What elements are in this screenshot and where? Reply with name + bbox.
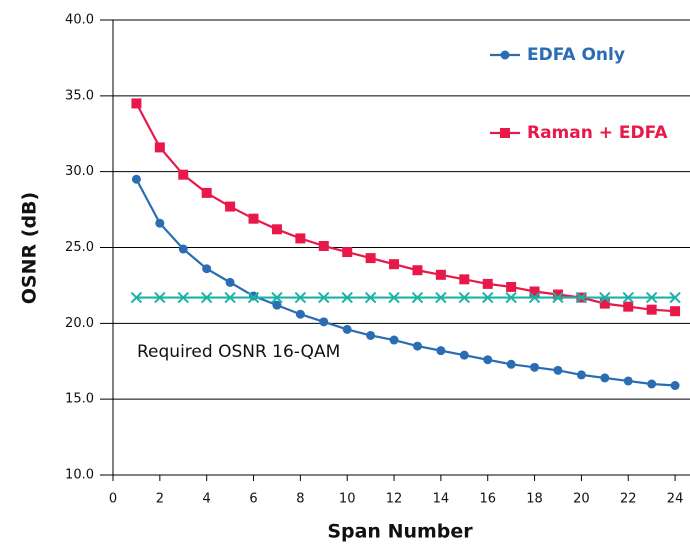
marker bbox=[482, 278, 493, 289]
marker bbox=[155, 218, 165, 228]
x-tick-label: 2 bbox=[156, 492, 164, 507]
marker bbox=[530, 362, 540, 372]
x-tick-label: 14 bbox=[433, 492, 450, 507]
marker bbox=[318, 240, 329, 251]
marker bbox=[482, 291, 494, 304]
marker bbox=[458, 291, 471, 304]
marker bbox=[272, 300, 282, 310]
marker bbox=[436, 346, 446, 356]
marker bbox=[505, 291, 517, 304]
marker bbox=[389, 259, 400, 270]
marker bbox=[528, 291, 541, 304]
marker bbox=[646, 304, 657, 315]
y-axis-title: OSNR (dB) bbox=[19, 192, 41, 304]
x-tick-label: 4 bbox=[203, 492, 211, 507]
marker bbox=[130, 291, 143, 304]
x-tick-label: 22 bbox=[620, 492, 637, 507]
marker bbox=[342, 247, 353, 258]
marker bbox=[622, 291, 634, 304]
marker bbox=[271, 291, 283, 304]
y-tick-label: 15.0 bbox=[65, 392, 94, 407]
marker bbox=[342, 324, 352, 334]
marker bbox=[178, 169, 189, 180]
marker bbox=[645, 291, 658, 304]
marker bbox=[200, 291, 213, 304]
x-tick-label: 16 bbox=[479, 492, 496, 507]
marker bbox=[623, 376, 633, 386]
marker bbox=[178, 244, 188, 254]
marker bbox=[412, 341, 422, 351]
marker bbox=[459, 274, 470, 285]
legend-label: Raman + EDFA bbox=[527, 123, 668, 143]
marker bbox=[389, 335, 399, 345]
marker bbox=[459, 350, 469, 360]
y-tick-label: 10.0 bbox=[65, 468, 94, 483]
marker bbox=[131, 98, 142, 109]
x-tick-label: 20 bbox=[573, 492, 590, 507]
marker bbox=[500, 50, 510, 60]
x-tick-label: 6 bbox=[249, 492, 257, 507]
marker bbox=[319, 317, 329, 327]
marker bbox=[435, 269, 446, 280]
marker bbox=[388, 291, 400, 304]
legend-label: EDFA Only bbox=[527, 45, 625, 65]
marker bbox=[247, 291, 260, 304]
marker bbox=[365, 253, 376, 264]
marker bbox=[669, 291, 681, 304]
marker bbox=[623, 301, 634, 312]
x-tick-label: 24 bbox=[667, 492, 684, 507]
marker bbox=[500, 128, 510, 138]
marker bbox=[248, 213, 259, 224]
marker bbox=[225, 277, 235, 287]
y-tick-label: 20.0 bbox=[65, 316, 94, 331]
marker bbox=[271, 224, 282, 235]
marker bbox=[294, 291, 307, 304]
marker bbox=[295, 309, 305, 319]
marker bbox=[670, 381, 680, 391]
marker bbox=[364, 291, 377, 304]
y-tick-label: 40.0 bbox=[65, 13, 94, 28]
x-tick-label: 12 bbox=[386, 492, 403, 507]
marker bbox=[295, 233, 306, 244]
marker bbox=[552, 291, 564, 304]
x-axis-title: Span Number bbox=[327, 521, 473, 543]
marker bbox=[318, 291, 330, 304]
marker bbox=[177, 291, 189, 304]
x-tick-label: 8 bbox=[296, 492, 304, 507]
marker bbox=[553, 365, 563, 375]
marker bbox=[201, 187, 212, 198]
marker bbox=[435, 291, 447, 304]
x-tick-label: 0 bbox=[109, 492, 117, 507]
marker bbox=[154, 142, 165, 153]
marker bbox=[202, 264, 212, 274]
marker bbox=[576, 370, 586, 380]
marker bbox=[366, 330, 376, 340]
marker bbox=[341, 291, 353, 304]
y-tick-label: 25.0 bbox=[65, 240, 94, 255]
marker bbox=[506, 359, 516, 369]
y-tick-label: 35.0 bbox=[65, 88, 94, 103]
marker bbox=[647, 379, 657, 389]
marker bbox=[600, 373, 610, 383]
marker bbox=[483, 355, 493, 365]
marker bbox=[249, 291, 259, 301]
marker bbox=[154, 291, 166, 304]
marker bbox=[599, 298, 610, 309]
x-tick-label: 10 bbox=[339, 492, 356, 507]
marker bbox=[552, 289, 563, 300]
marker bbox=[670, 306, 681, 317]
marker bbox=[529, 286, 540, 297]
marker bbox=[575, 291, 588, 304]
y-tick-label: 30.0 bbox=[65, 164, 94, 179]
marker bbox=[411, 291, 424, 304]
marker bbox=[131, 174, 141, 184]
annotation: Required OSNR 16-QAM bbox=[137, 342, 340, 362]
marker bbox=[506, 281, 517, 292]
x-tick-label: 18 bbox=[526, 492, 543, 507]
marker bbox=[599, 291, 611, 304]
marker bbox=[225, 201, 236, 212]
marker bbox=[412, 265, 423, 276]
marker bbox=[224, 291, 236, 304]
